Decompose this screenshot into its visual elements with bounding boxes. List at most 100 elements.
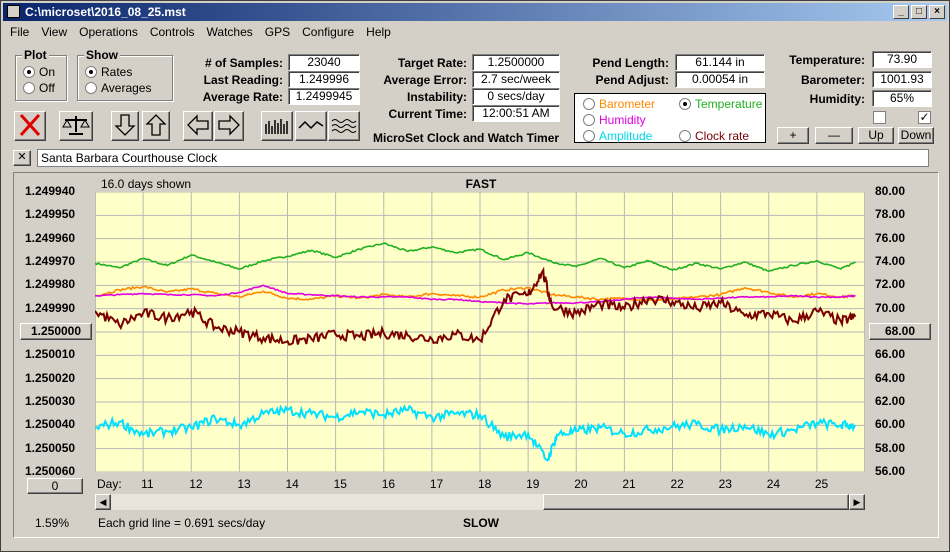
left-arrow-button[interactable] (183, 111, 213, 141)
amplitude-radio[interactable]: Amplitude (583, 129, 652, 143)
left-tick-label: 1.249970 (25, 254, 76, 268)
wave-view-button[interactable] (328, 111, 360, 141)
sensor-checkbox-1[interactable] (873, 111, 886, 124)
offset-button[interactable]: 0 (27, 478, 83, 494)
plot-on-label: On (39, 65, 56, 79)
stop-button[interactable] (14, 111, 46, 141)
current-time-value: 12:00:51 AM (472, 105, 560, 122)
temperature-value: 73.90 (872, 51, 932, 68)
day-tick-label: 11 (141, 477, 154, 491)
average-rate-label: Average Rate: (202, 90, 283, 104)
line-graph-icon (298, 120, 324, 130)
balance-scale-icon (62, 116, 90, 135)
sensor-select-panel (574, 93, 766, 143)
day-tick-label: 14 (285, 477, 299, 491)
rate-chart[interactable] (95, 192, 865, 472)
temperature-label: Temperature: (789, 53, 865, 67)
radio-empty-icon (85, 82, 97, 94)
plot-on-radio[interactable]: On (23, 65, 55, 79)
clock-rate-radio[interactable]: Clock rate (679, 129, 749, 143)
menu-controls[interactable]: Controls (149, 25, 195, 39)
clock-name-input[interactable]: Santa Barbara Courthouse Clock (37, 149, 929, 167)
radio-empty-icon (583, 98, 595, 110)
menu-bar: File View Operations Controls Watches GPS Conf… (3, 23, 396, 42)
left-tick-label: 1.249990 (25, 300, 76, 315)
menu-configure[interactable]: Configure (302, 25, 355, 39)
balance-button[interactable] (59, 111, 93, 141)
menu-view[interactable]: View (41, 25, 68, 39)
menu-watches[interactable]: Watches (206, 25, 253, 39)
menu-help[interactable]: Help (366, 25, 391, 39)
sensor-up-button[interactable]: Up (858, 127, 894, 144)
samples-label: # of Samples: (204, 56, 283, 70)
day-tick-label: 18 (478, 477, 492, 491)
pend-length-label: Pend Length: (592, 56, 669, 70)
humidity-label: Humidity: (809, 92, 865, 106)
left-tick-label: 1.250020 (25, 370, 76, 385)
plot-off-radio[interactable]: Off (23, 81, 55, 95)
radio-empty-icon (583, 130, 595, 142)
title-bar[interactable]: C:\microset\2016_08_25.mst _ □ × (3, 3, 947, 21)
right-tick-label: 80.00 (875, 184, 906, 198)
day-tick-label: 15 (333, 477, 347, 491)
day-tick-label: 20 (574, 477, 588, 491)
last-reading-label: Last Reading: (203, 73, 283, 87)
right-tick-label: 62.00 (875, 394, 906, 408)
left-tick-label: 1.249960 (25, 230, 76, 245)
scroll-right-arrow-icon[interactable]: ▶ (849, 494, 865, 510)
current-time-label: Current Time: (388, 107, 467, 121)
percent-label: 1.59% (35, 516, 70, 530)
left-tick-label: 1.250030 (25, 394, 76, 408)
scroll-left-arrow-icon[interactable]: ◀ (95, 494, 111, 510)
left-tick-label: 1.249950 (25, 207, 76, 222)
target-rate-label: Target Rate: (397, 56, 467, 70)
sensor-plus-button[interactable]: + (777, 127, 809, 144)
plot-group-title: Plot (22, 48, 49, 62)
line-view-button[interactable] (295, 111, 327, 141)
minimize-button[interactable]: _ (893, 5, 909, 19)
down-arrow-button[interactable] (111, 111, 139, 141)
up-arrow-button[interactable] (142, 111, 170, 141)
show-averages-radio[interactable]: Averages (85, 81, 151, 95)
target-rate-value: 1.2500000 (472, 54, 560, 71)
day-tick-label: 17 (429, 477, 444, 491)
left-tick-label: 1.250060 (25, 464, 76, 478)
grid-note: Each grid line = 0.691 secs/day (98, 516, 266, 530)
clear-clock-button[interactable]: ✕ (13, 150, 31, 166)
app-icon (7, 5, 20, 18)
sensor-down-button[interactable]: Down (898, 127, 934, 144)
day-tick-label: 25 (814, 477, 829, 491)
day-tick-label: 21 (622, 477, 636, 491)
temperature-radio[interactable]: Temperature (679, 97, 762, 111)
show-rates-radio[interactable]: Rates (85, 65, 132, 79)
average-error-label: Average Error: (383, 73, 467, 87)
series-humidity (95, 284, 856, 305)
sensor-checkbox-2[interactable]: ✓ (918, 110, 931, 124)
red-x-icon (19, 113, 41, 137)
barometer-option-label: Barometer (599, 97, 656, 111)
menu-file[interactable]: File (10, 25, 30, 39)
days-shown-label: 16.0 days shown (101, 177, 192, 191)
menu-gps[interactable]: GPS (264, 25, 291, 39)
right-tick-label: 76.00 (875, 230, 906, 245)
slow-label: SLOW (463, 516, 499, 530)
close-button[interactable]: × (929, 5, 945, 19)
chart-frame (13, 172, 939, 538)
scroll-thumb[interactable] (543, 494, 849, 510)
humidity-radio[interactable]: Humidity (583, 113, 646, 127)
right-tick-label: 78.00 (875, 207, 906, 222)
radio-selected-icon (85, 66, 97, 78)
right-marker-button[interactable]: 68.00 (869, 323, 931, 340)
show-averages-label: Averages (101, 81, 152, 95)
center-value-button[interactable]: 1.250000 (20, 323, 92, 340)
bars-view-button[interactable] (261, 111, 293, 141)
horizontal-scrollbar[interactable]: ◀ ▶ (95, 494, 865, 510)
right-tick-label: 58.00 (875, 440, 906, 455)
sensor-minus-button[interactable]: — (815, 127, 853, 144)
barometer-radio[interactable]: Barometer (583, 97, 655, 111)
right-tick-label: 60.00 (875, 417, 906, 432)
menu-operations[interactable]: Operations (79, 25, 138, 39)
right-arrow-button[interactable] (214, 111, 244, 141)
maximize-button[interactable]: □ (911, 5, 927, 19)
